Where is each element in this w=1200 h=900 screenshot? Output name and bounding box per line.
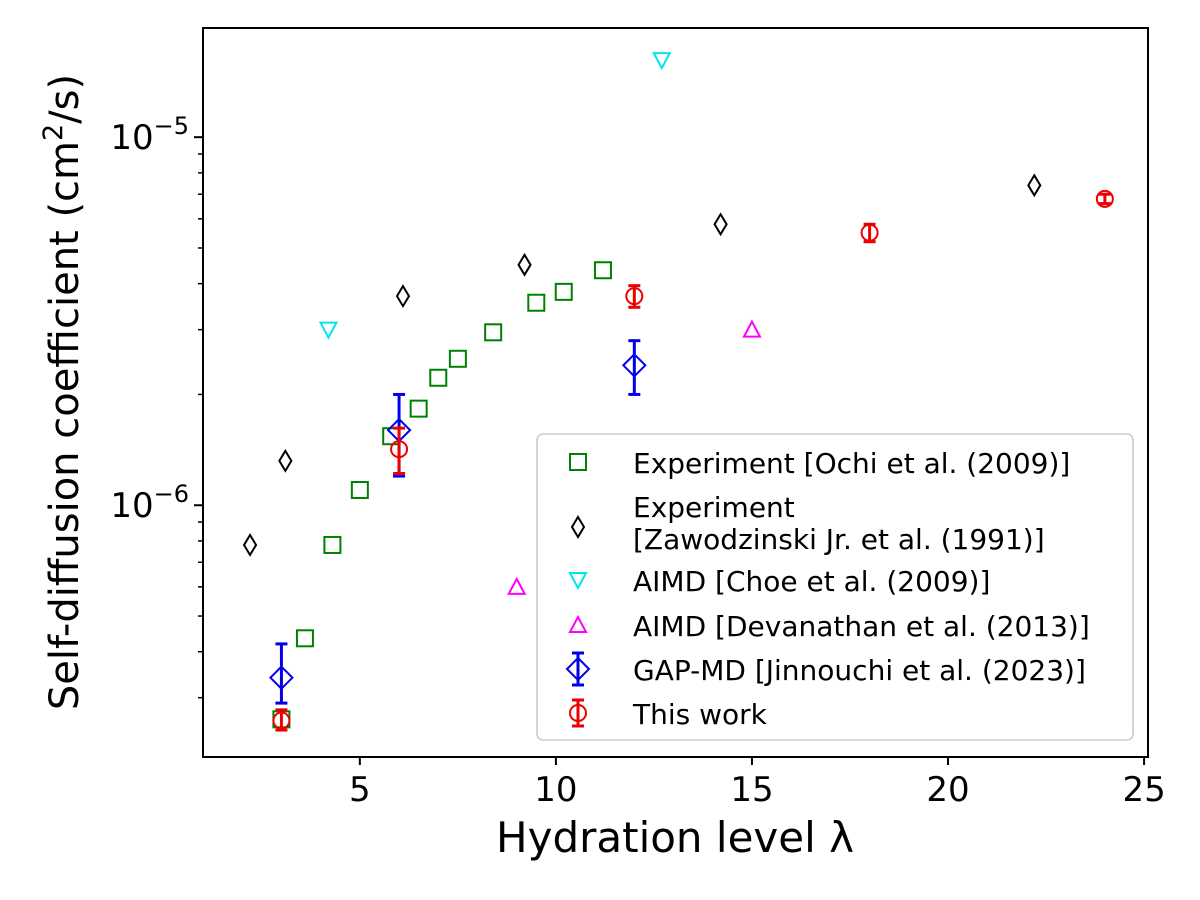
data-point bbox=[507, 576, 527, 595]
data-point bbox=[448, 349, 467, 368]
legend-box bbox=[536, 433, 1134, 741]
data-point bbox=[527, 293, 546, 312]
legend-label: AIMD [Devanathan et al. (2013)] bbox=[633, 610, 1090, 643]
y-axis-label: Self-diffusion coefficient (cm2/s) bbox=[38, 74, 88, 710]
data-point bbox=[742, 319, 762, 338]
data-point bbox=[272, 711, 291, 730]
data-point bbox=[593, 261, 612, 280]
data-point bbox=[484, 323, 503, 342]
error-bar bbox=[1098, 192, 1111, 206]
error-bar bbox=[275, 642, 288, 705]
legend-item-5: GAP-MD [Jinnouchi et al. (2023)] bbox=[565, 651, 1086, 687]
data-point bbox=[269, 665, 294, 691]
x-tick-label: 20 bbox=[926, 770, 969, 810]
error-bar bbox=[393, 426, 406, 475]
data-point bbox=[318, 321, 339, 340]
data-point bbox=[390, 440, 409, 459]
x-tick-label: 25 bbox=[1122, 770, 1165, 810]
data-layer bbox=[242, 52, 1114, 732]
series-3 bbox=[318, 52, 672, 340]
data-point bbox=[652, 52, 672, 71]
x-tick-label: 15 bbox=[730, 770, 773, 810]
x-axis-label: Hydration level λ bbox=[496, 813, 854, 862]
x-tick-label: 5 bbox=[349, 770, 371, 810]
data-point bbox=[1027, 173, 1042, 198]
data-point bbox=[409, 399, 428, 418]
legend-marker bbox=[569, 453, 587, 471]
data-point bbox=[278, 448, 293, 473]
series-4 bbox=[507, 319, 762, 595]
data-point bbox=[350, 481, 369, 500]
legend-label: Experiment [Ochi et al. (2009)] bbox=[633, 447, 1070, 480]
legend-label: This work bbox=[632, 698, 768, 731]
legend-label: Experiment bbox=[633, 491, 795, 524]
legend-item-2: Experiment[Zawodzinski Jr. et al. (1991)… bbox=[570, 491, 1045, 556]
legend-item-4: AIMD [Devanathan et al. (2013)] bbox=[568, 610, 1090, 643]
legend-label: AIMD [Choe et al. (2009)] bbox=[633, 565, 990, 598]
data-point bbox=[625, 287, 644, 306]
data-point bbox=[517, 252, 532, 277]
data-point bbox=[395, 284, 411, 309]
legend-item-6: This work bbox=[569, 698, 768, 731]
axes-layer: 5 10 15 20 25 10−6 10−5 bbox=[110, 112, 1165, 810]
legend-item-1: Experiment [Ochi et al. (2009)] bbox=[569, 447, 1070, 480]
data-point bbox=[295, 629, 314, 648]
legend-marker bbox=[565, 656, 591, 682]
error-bar bbox=[628, 339, 641, 396]
series-6 bbox=[272, 189, 1114, 732]
legend-marker bbox=[570, 515, 586, 539]
data-point bbox=[554, 282, 573, 301]
legend: Experiment [Ochi et al. (2009)] Experimen… bbox=[536, 433, 1134, 741]
data-point bbox=[429, 368, 448, 387]
y-tick-label: 10−5 bbox=[110, 112, 189, 158]
data-point bbox=[713, 212, 728, 237]
data-point bbox=[860, 223, 879, 242]
legend-label: GAP-MD [Jinnouchi et al. (2023)] bbox=[633, 654, 1086, 687]
legend-marker bbox=[568, 572, 588, 591]
series-2 bbox=[242, 173, 1042, 557]
x-tick-label: 10 bbox=[534, 770, 577, 810]
data-point bbox=[242, 533, 258, 557]
y-tick-label: 10−6 bbox=[110, 480, 189, 526]
data-point bbox=[621, 352, 647, 378]
legend-marker bbox=[568, 614, 588, 633]
data-point bbox=[1095, 189, 1114, 208]
legend-marker bbox=[569, 704, 587, 722]
legend-item-3: AIMD [Choe et al. (2009)] bbox=[568, 565, 990, 598]
legend-label: [Zawodzinski Jr. et al. (1991)] bbox=[633, 523, 1045, 556]
data-point bbox=[323, 535, 342, 554]
